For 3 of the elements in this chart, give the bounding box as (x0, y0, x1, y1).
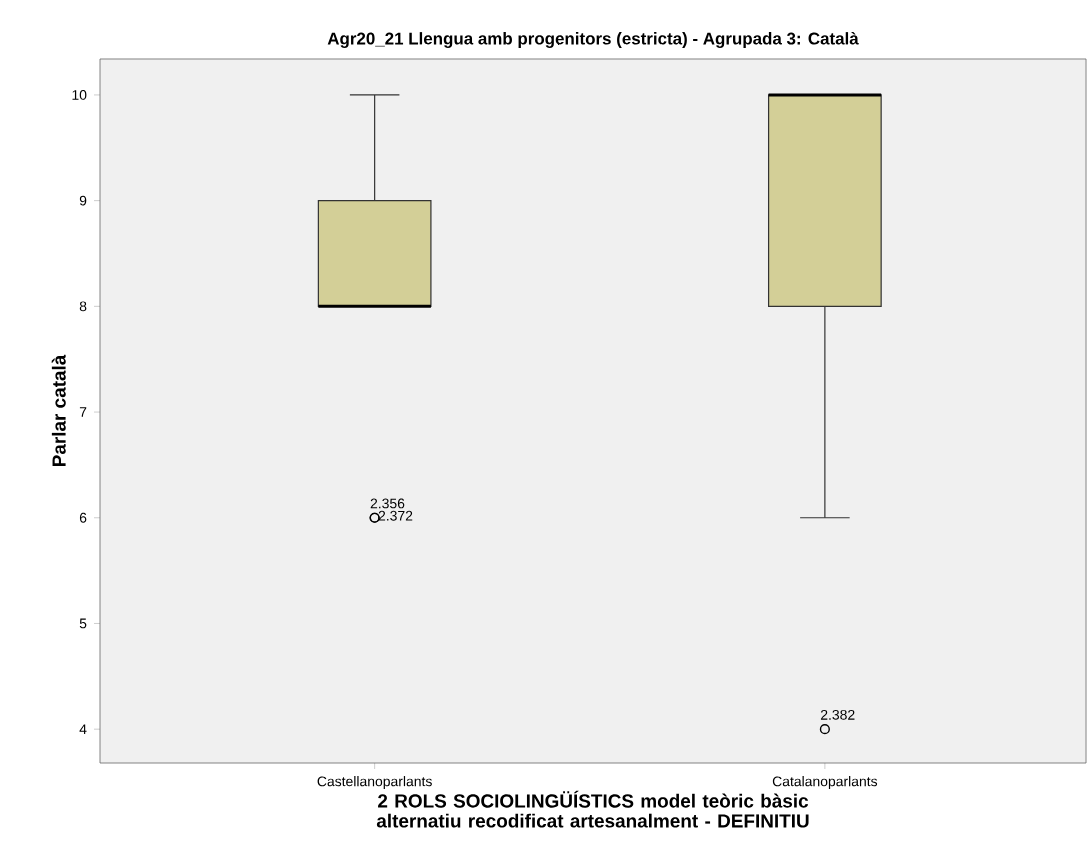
x-axis-title: 2 ROLS SOCIOLINGÜÍSTICS model teòric bàsic alternatiu recodificat artesanalment - DEFINITIU (376, 790, 809, 828)
y-axis-title: Parlar català (51, 354, 66, 467)
chart-title: Agr20_21 Llengua amb progenitors (estricta) - Agrupada 3: Català (327, 31, 859, 48)
